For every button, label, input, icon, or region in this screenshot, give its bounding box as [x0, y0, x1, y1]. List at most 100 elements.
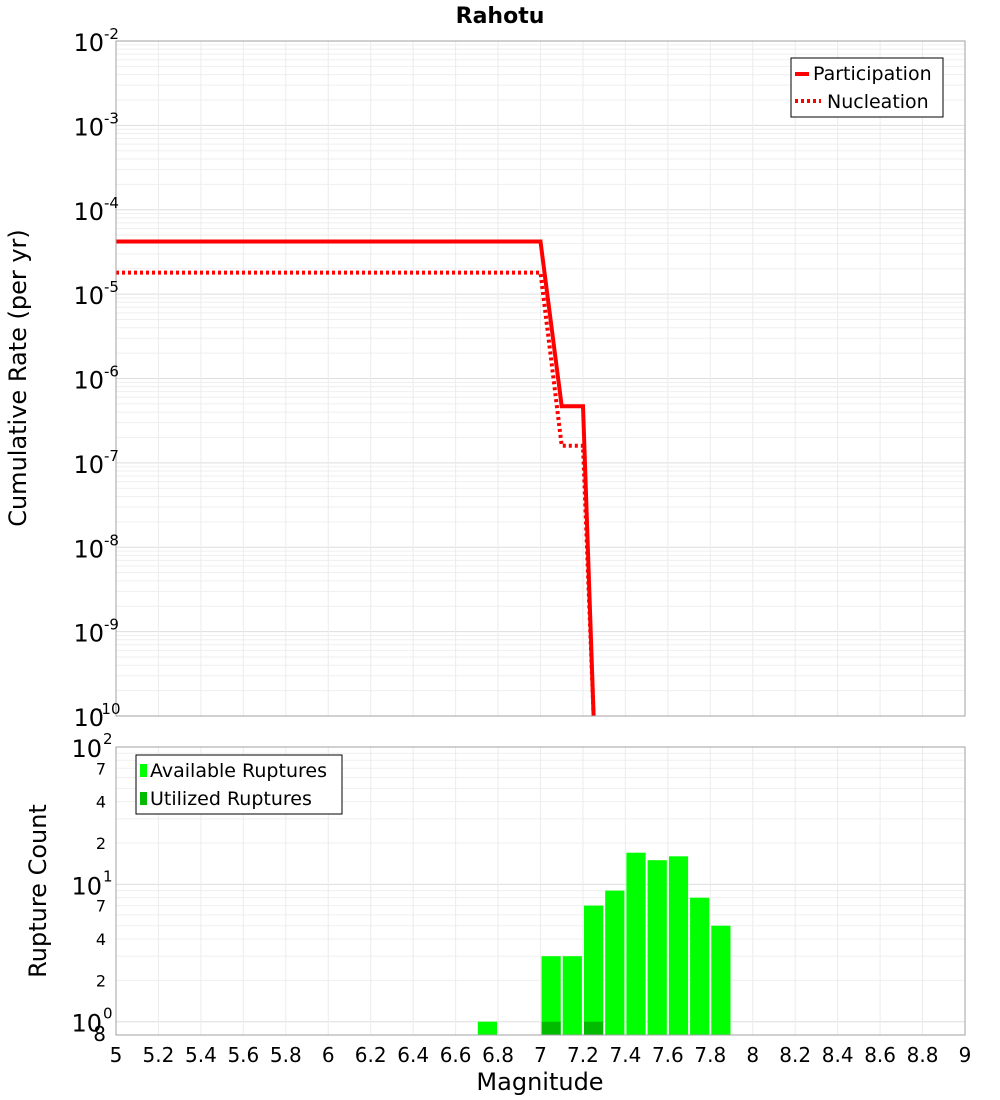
magnitude-x-tick: 6.4 [397, 1043, 429, 1067]
magnitude-x-tick: 7.6 [652, 1043, 684, 1067]
magnitude-x-tick: 9 [959, 1043, 972, 1067]
rate-y-tick-exponent: -3 [104, 109, 119, 127]
count-bars [477, 852, 731, 1035]
nucleation-legend-label: Nucleation [827, 91, 929, 113]
count-y-minor-tick: 2 [96, 971, 106, 990]
available-rupture-bar [690, 897, 710, 1035]
magnitude-x-tick: 7.8 [694, 1043, 726, 1067]
rate-y-tick-exponent: -9 [104, 616, 119, 634]
magnitude-x-tick: 5 [110, 1043, 123, 1067]
utilized-rupture-bar [541, 1021, 561, 1035]
count-y-minor-tick: 4 [96, 793, 106, 812]
count-plot-border [115, 746, 966, 1036]
rate-y-tick-base: 10 [73, 367, 104, 395]
rate-y-tick-labels: 10-210-310-410-510-610-710-810 -910-10 [73, 25, 120, 732]
magnitude-x-tick: 7.2 [567, 1043, 599, 1067]
rate-plot-border [115, 40, 966, 717]
rate-y-tick: 10 -9 [73, 616, 119, 648]
count-legend-box [135, 754, 343, 815]
rate-y-tick-exponent: -10 [96, 700, 121, 718]
magnitude-x-tick: 5.6 [227, 1043, 259, 1067]
rate-y-tick-exponent: -5 [104, 278, 119, 296]
count-y-major-tick: 10 0 [71, 1005, 112, 1038]
count-y-tick-base: 10 [71, 872, 102, 900]
count-y-minor-tick: 7 [96, 897, 106, 916]
count-y-tick-base: 10 [71, 1010, 102, 1038]
rate-y-tick: 10-10 [73, 700, 120, 732]
available-rupture-bar [626, 852, 646, 1035]
magnitude-x-tick-labels: 5 5.2 5.4 5.6 5.8 6 6.2 6.4 6.6 6.8 7 7.2 7.4 7.6 7.8 8… [110, 1043, 972, 1067]
count-y-tick-exponent: 0 [103, 1005, 113, 1023]
count-y-tick-base: 10 [71, 735, 102, 763]
magnitude-x-tick: 5.2 [143, 1043, 175, 1067]
rate-panel: 10-210-310-410-510-610-710-810 -910-10 Cu… [4, 25, 966, 732]
rate-y-tick: 10 -2 [73, 25, 119, 57]
utilized-rupture-bar [584, 1021, 604, 1035]
count-y-minor-tick: 4 [96, 930, 106, 949]
rate-y-tick-exponent: -7 [104, 447, 119, 465]
rate-y-tick-base: 10 [73, 198, 104, 226]
rate-y-tick-exponent: -8 [104, 531, 119, 549]
available-rupture-bar [584, 905, 604, 1035]
available-legend-label: Available Ruptures [150, 760, 327, 782]
rate-y-tick-exponent: -2 [104, 25, 119, 43]
rate-y-tick-exponent: -4 [104, 194, 119, 212]
rate-y-tick: 10 -7 [73, 447, 119, 479]
magnitude-x-tick: 8.6 [864, 1043, 896, 1067]
magnitude-x-tick: 8.4 [822, 1043, 854, 1067]
available-rupture-bar [541, 956, 561, 1035]
count-y-tick-exponent: 1 [103, 867, 113, 885]
rate-y-tick-base: 10 [73, 29, 104, 57]
magnitude-x-tick: 5.8 [270, 1043, 302, 1067]
available-rupture-bar [711, 925, 731, 1035]
magnitude-x-tick: 8.2 [779, 1043, 811, 1067]
rate-y-tick-base: 10 [73, 704, 104, 732]
rate-y-tick: 10 -3 [73, 109, 119, 141]
rate-y-tick: 10 -5 [73, 278, 119, 310]
count-y-tick-exponent: 2 [103, 730, 113, 748]
magnitude-x-tick: 5.4 [185, 1043, 217, 1067]
magnitude-x-tick: 8.8 [907, 1043, 939, 1067]
available-legend-swatch [140, 764, 147, 777]
magnitude-x-tick: 6.6 [440, 1043, 472, 1067]
count-gridlines [115, 746, 966, 1035]
magnitude-x-tick: 7 [534, 1043, 547, 1067]
rate-y-tick: 10 -6 [73, 363, 119, 395]
rate-y-tick-base: 10 [73, 282, 104, 310]
available-rupture-bar [647, 860, 667, 1035]
count-y-major-tick: 10 2 [71, 730, 112, 763]
rate-y-axis-label: Cumulative Rate (per yr) [4, 229, 32, 527]
rate-y-tick-base: 10 [73, 535, 104, 563]
utilized-legend-label: Utilized Ruptures [150, 788, 312, 810]
magnitude-x-tick: 7.4 [609, 1043, 641, 1067]
rate-series-nucleation [116, 270, 596, 717]
chart-title: Rahotu [456, 4, 545, 29]
rate-y-tick-base: 10 [73, 451, 104, 479]
rate-y-tick-exponent: -6 [104, 363, 119, 381]
count-y-major-tick: 10 1 [71, 867, 112, 900]
count-y-axis-label: Rupture Count [24, 804, 52, 978]
rate-series-lines [116, 239, 596, 717]
rate-y-tick: 10 -4 [73, 194, 119, 226]
available-rupture-bar [477, 1021, 497, 1035]
available-rupture-bar [668, 856, 689, 1035]
utilized-legend-swatch [140, 792, 147, 805]
rate-gridlines [115, 40, 966, 717]
magnitude-x-tick: 6.8 [482, 1043, 514, 1067]
count-legend: Available Ruptures Utilized Ruptures [135, 754, 343, 815]
magnitude-x-tick: 8 [746, 1043, 759, 1067]
count-y-minor-tick: 7 [96, 759, 106, 778]
available-rupture-bar [562, 956, 582, 1035]
rate-y-tick: 10 -8 [73, 531, 119, 563]
participation-legend-label: Participation [813, 63, 932, 85]
rate-y-tick-base: 10 [73, 620, 104, 648]
count-y-minor-tick: 2 [96, 834, 106, 853]
count-y-minor-tick: 8 [93, 1022, 106, 1046]
magnitude-x-tick: 6 [322, 1043, 335, 1067]
available-rupture-bar [605, 890, 625, 1035]
x-axis-label: Magnitude [476, 1068, 603, 1096]
magnitude-x-tick: 6.2 [355, 1043, 387, 1067]
